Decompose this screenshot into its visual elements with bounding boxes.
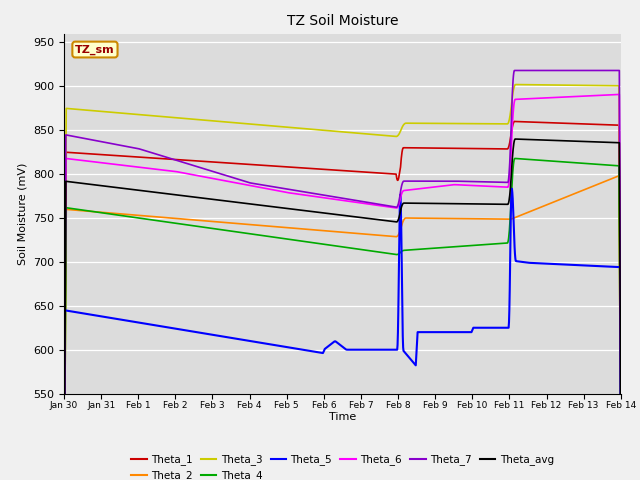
Theta_6	[377, 203, 385, 209]
Theta_7	[103, 140, 111, 145]
Theta_3	[296, 125, 304, 131]
Theta_5	[103, 314, 111, 320]
Theta_4	[103, 211, 111, 216]
Theta_5	[126, 318, 134, 324]
Text: TZ_sm: TZ_sm	[75, 44, 115, 55]
Theta_2	[103, 210, 111, 216]
Theta_7	[296, 188, 304, 194]
Theta_6	[616, 92, 623, 97]
Theta_5	[318, 350, 326, 356]
Theta_7	[308, 190, 316, 196]
Theta_avg	[126, 186, 134, 192]
Theta_2	[318, 228, 326, 233]
Theta_7	[126, 144, 134, 150]
Theta_5	[308, 348, 316, 354]
Theta_4	[296, 238, 304, 244]
Theta_4	[617, 459, 625, 465]
Theta_3	[377, 132, 385, 138]
Theta_5	[377, 347, 385, 353]
Theta_avg	[318, 210, 326, 216]
Theta_2	[617, 465, 625, 470]
Theta_4	[377, 250, 385, 255]
Theta_2	[377, 232, 385, 238]
Theta_7	[511, 68, 518, 73]
Line: Theta_7: Theta_7	[64, 71, 621, 480]
Theta_1	[103, 152, 111, 158]
Theta_7	[377, 202, 385, 207]
Theta_6	[308, 193, 316, 199]
Theta_3	[103, 109, 111, 115]
Theta_3	[617, 412, 625, 418]
Theta_6	[296, 192, 304, 197]
Theta_6	[318, 194, 326, 200]
Theta_1	[318, 166, 326, 172]
Theta_1	[511, 119, 518, 124]
Theta_avg	[617, 433, 625, 439]
Theta_1	[296, 165, 304, 171]
Theta_3	[126, 111, 134, 117]
Theta_4	[308, 240, 316, 245]
Theta_1	[126, 154, 134, 159]
Line: Theta_5: Theta_5	[64, 189, 621, 480]
Theta_avg	[377, 217, 385, 223]
Line: Theta_2: Theta_2	[64, 176, 621, 480]
Theta_1	[377, 170, 385, 176]
Theta_5	[508, 186, 515, 192]
Line: Theta_1: Theta_1	[64, 121, 621, 480]
Theta_4	[126, 214, 134, 220]
Legend: Theta_1, Theta_2, Theta_3, Theta_4, Theta_5, Theta_6, Theta_7, Theta_avg: Theta_1, Theta_2, Theta_3, Theta_4, Thet…	[127, 450, 558, 480]
Theta_avg	[511, 136, 519, 142]
Theta_7	[318, 192, 326, 198]
Theta_5	[296, 347, 304, 352]
Theta_1	[617, 435, 625, 441]
Theta_6	[617, 404, 625, 410]
Title: TZ Soil Moisture: TZ Soil Moisture	[287, 14, 398, 28]
Theta_3	[318, 127, 326, 133]
Theta_3	[512, 82, 520, 87]
Line: Theta_avg: Theta_avg	[64, 139, 621, 480]
Theta_4	[318, 241, 326, 247]
Theta_avg	[103, 183, 111, 189]
Line: Theta_3: Theta_3	[64, 84, 621, 480]
Theta_1	[308, 166, 316, 171]
Theta_2	[296, 226, 304, 232]
Theta_4	[511, 156, 519, 161]
X-axis label: Time: Time	[329, 412, 356, 421]
Theta_avg	[308, 209, 316, 215]
Theta_7	[617, 390, 625, 396]
Theta_avg	[296, 207, 304, 213]
Line: Theta_4: Theta_4	[64, 158, 621, 480]
Theta_6	[103, 160, 111, 166]
Line: Theta_6: Theta_6	[64, 95, 621, 480]
Theta_2	[126, 212, 134, 217]
Theta_3	[308, 126, 316, 132]
Theta_2	[308, 227, 316, 233]
Theta_6	[126, 163, 134, 169]
Y-axis label: Soil Moisture (mV): Soil Moisture (mV)	[17, 162, 28, 265]
Theta_2	[615, 173, 623, 179]
